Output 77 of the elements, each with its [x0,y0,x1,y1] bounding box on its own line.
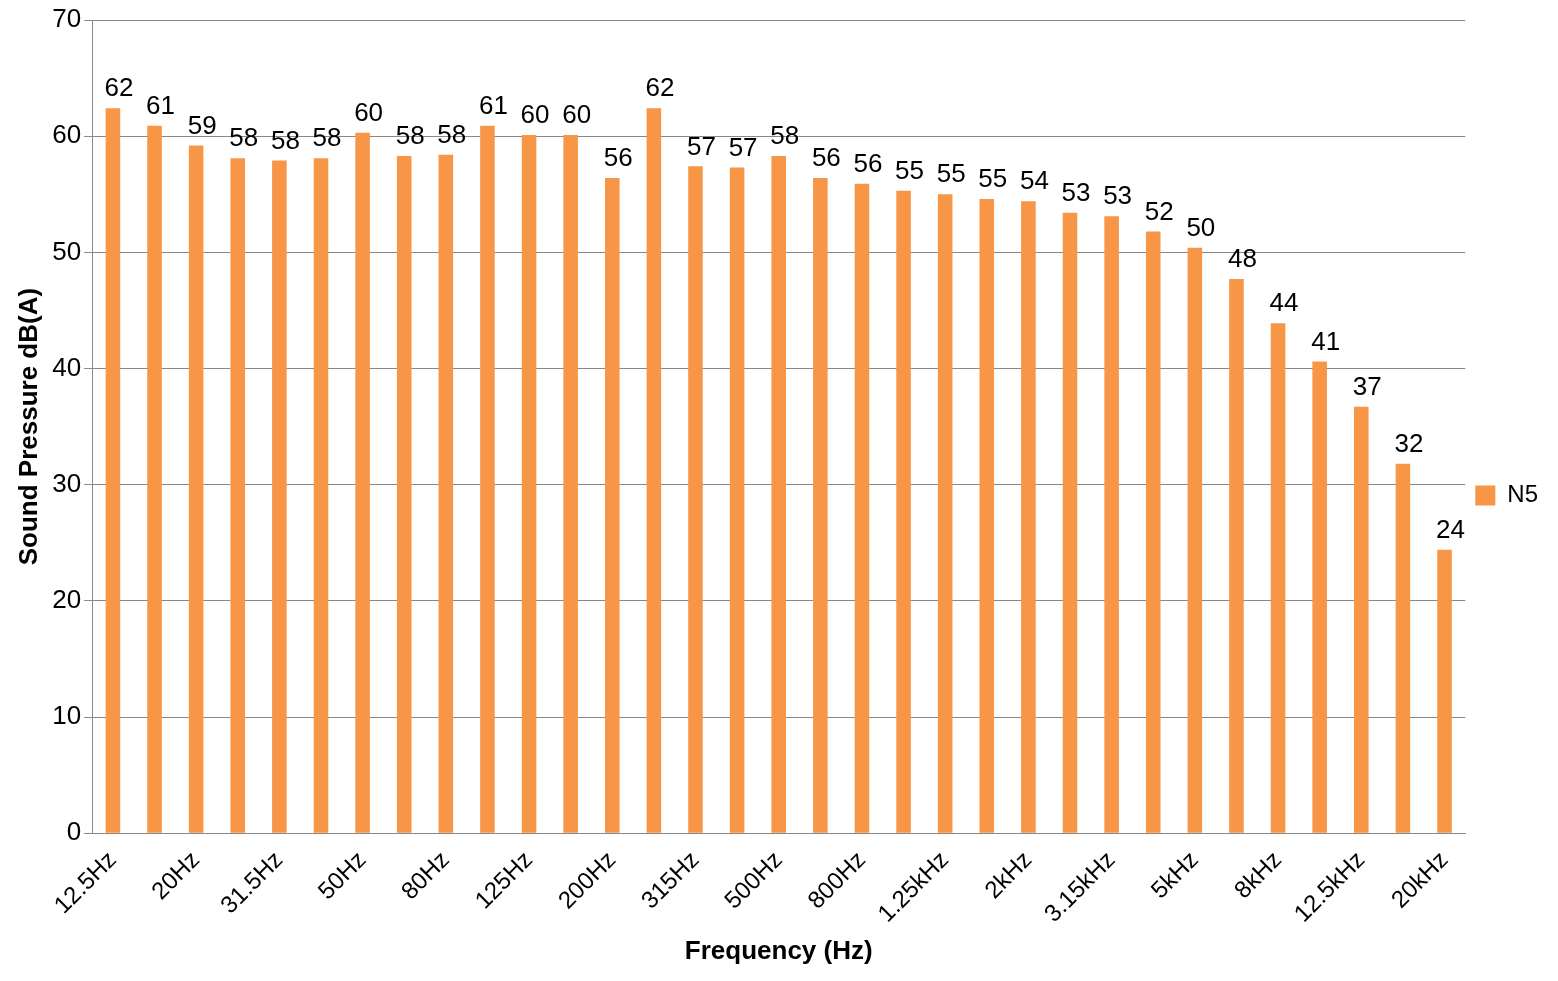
bar [563,135,578,833]
bar [438,154,454,833]
y-tick-label: 40 [52,351,82,382]
data-label: 60 [354,96,384,127]
y-tick-label: 70 [52,3,82,34]
bar [1145,231,1161,833]
bar [272,160,287,833]
data-label: 44 [1269,287,1299,318]
data-label: 48 [1227,243,1257,274]
bar [1312,361,1327,833]
data-label: 53 [1103,180,1133,211]
data-label: 60 [520,99,550,130]
data-label: 61 [146,89,175,120]
data-label: 55 [936,158,966,189]
data-label: 52 [1144,195,1174,226]
bar [979,198,995,833]
bar [355,132,370,833]
bar [1062,212,1078,833]
data-label: 58 [437,118,467,149]
data-label: 53 [1061,177,1091,208]
data-label: 32 [1394,427,1424,458]
data-label: 62 [645,72,675,103]
bar [1229,279,1244,833]
bar [937,194,953,833]
bar [1187,247,1203,833]
data-label: 54 [1019,165,1049,196]
bar [105,108,121,833]
legend-label: N5 [1507,480,1539,508]
bar [521,135,537,833]
bar [1021,201,1036,833]
data-label: 37 [1352,371,1382,402]
data-label: 55 [978,163,1008,194]
data-label: 60 [562,99,592,130]
bar [854,183,870,833]
y-tick-label: 20 [52,584,82,615]
data-label: 56 [853,147,883,178]
bar [771,155,786,833]
bar [729,167,745,833]
y-tick-label: 50 [52,235,82,266]
bar [230,158,246,833]
data-label: 55 [895,154,925,185]
x-axis-title: Frequency (Hz) [684,934,873,965]
bar [313,158,329,833]
bar [604,177,620,833]
bar [896,190,911,833]
data-label: 41 [1311,325,1341,356]
bar [688,166,703,833]
data-label: 50 [1186,211,1216,242]
data-label: 24 [1436,513,1465,544]
y-tick-label: 0 [66,816,82,847]
bar [188,145,204,833]
data-label: 58 [395,120,425,151]
bar [1437,549,1452,833]
data-label: 58 [270,124,300,155]
data-label: 58 [770,120,800,151]
data-label: 62 [104,72,134,103]
data-label: 58 [312,122,342,153]
bar [1354,406,1369,833]
data-label: 56 [603,142,633,173]
bar [1270,323,1286,833]
bar [646,108,662,833]
y-axis-title: Sound Pressure dB(A) [12,287,43,566]
y-tick-label: 10 [52,700,82,731]
bar [396,155,412,833]
data-label: 57 [728,131,758,162]
y-tick-label: 30 [52,467,82,498]
bar [480,125,495,833]
bar [813,177,828,833]
data-label: 61 [478,89,508,120]
data-label: 59 [187,109,217,140]
data-label: 58 [229,122,259,153]
data-label: 56 [811,142,841,173]
bar [147,125,162,833]
data-label: 57 [687,130,716,161]
bar [1395,463,1411,833]
y-tick-label: 60 [52,119,82,150]
bar [1104,216,1119,833]
